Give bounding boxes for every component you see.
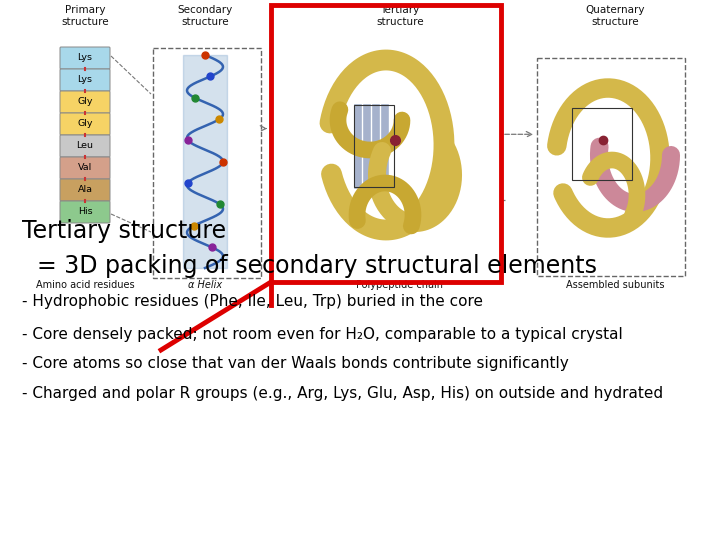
FancyBboxPatch shape — [60, 69, 110, 91]
Text: Polypeptide chain: Polypeptide chain — [356, 280, 444, 290]
Text: = 3D packing of secondary structural elements: = 3D packing of secondary structural ele… — [22, 254, 597, 278]
Text: - Core atoms so close that van der Waals bonds contribute significantly: - Core atoms so close that van der Waals… — [22, 356, 568, 372]
FancyBboxPatch shape — [60, 201, 110, 223]
Text: Gly: Gly — [77, 119, 93, 129]
FancyBboxPatch shape — [60, 157, 110, 179]
Text: Tertiary
structure: Tertiary structure — [376, 5, 424, 26]
Text: - Core densely packed; not room even for H₂O, comparable to a typical crystal: - Core densely packed; not room even for… — [22, 327, 622, 342]
Text: Leu: Leu — [76, 141, 94, 151]
FancyBboxPatch shape — [60, 91, 110, 113]
Text: Primary
structure: Primary structure — [61, 5, 109, 26]
Text: Assembled subunits: Assembled subunits — [566, 280, 665, 290]
Text: Ala: Ala — [78, 186, 92, 194]
Text: Secondary
structure: Secondary structure — [177, 5, 233, 26]
Text: Lys: Lys — [78, 76, 92, 84]
Bar — [153, 48, 261, 278]
Text: Amino acid residues: Amino acid residues — [36, 280, 135, 290]
Text: Val: Val — [78, 164, 92, 172]
Text: - Hydrophobic residues (Phe, Ile, Leu, Trp) buried in the core: - Hydrophobic residues (Phe, Ile, Leu, T… — [22, 294, 482, 309]
FancyBboxPatch shape — [60, 179, 110, 201]
Text: - Charged and polar R groups (e.g., Arg, Lys, Glu, Asp, His) on outside and hydr: - Charged and polar R groups (e.g., Arg,… — [22, 386, 662, 401]
Text: Lys: Lys — [78, 53, 92, 63]
Bar — [354, 105, 394, 187]
FancyBboxPatch shape — [60, 47, 110, 69]
Bar — [271, 5, 501, 282]
Bar — [537, 58, 685, 276]
Bar — [572, 108, 632, 180]
Text: His: His — [78, 207, 92, 217]
Text: Gly: Gly — [77, 98, 93, 106]
Text: Tertiary structure: Tertiary structure — [22, 219, 226, 242]
Text: α Helix: α Helix — [188, 280, 222, 290]
FancyBboxPatch shape — [60, 135, 110, 157]
FancyBboxPatch shape — [60, 113, 110, 135]
Text: Quaternary
structure: Quaternary structure — [585, 5, 644, 26]
